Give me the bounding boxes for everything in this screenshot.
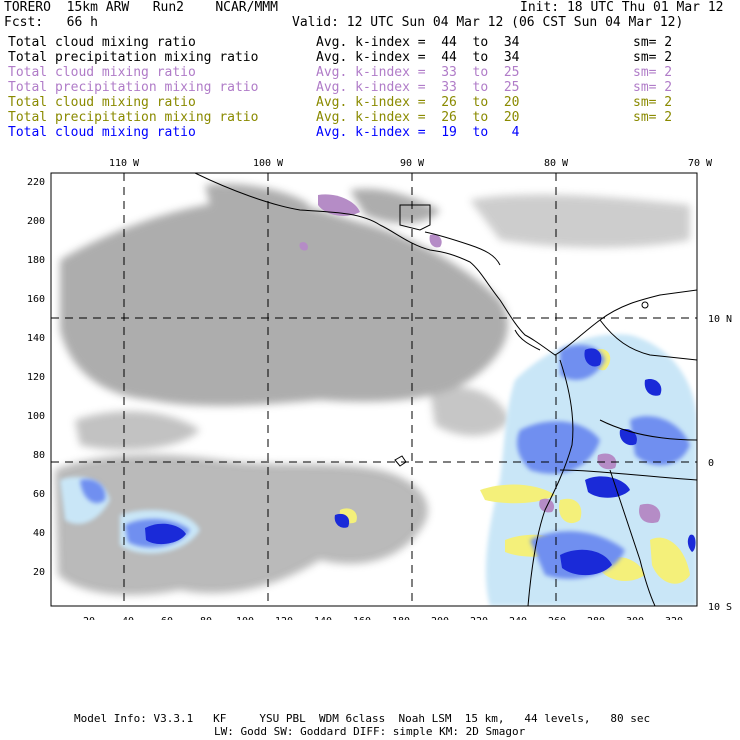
legend-row: Total precipitation mixing ratio Avg. k-… bbox=[8, 50, 672, 65]
y-tick: 180 bbox=[27, 255, 45, 266]
field-name: Total precipitation mixing ratio bbox=[8, 80, 259, 95]
legend-row: Total precipitation mixing ratio Avg. k-… bbox=[8, 80, 672, 95]
forecast-map: 110 W 100 W 90 W 80 W 70 W 10 N 0 10 S 2… bbox=[27, 158, 732, 620]
lat-label: 0 bbox=[708, 458, 714, 469]
plot-frame bbox=[50, 172, 698, 607]
lat-lon-grid bbox=[51, 173, 697, 606]
k-index-range: Avg. k-index = 19 to 4 bbox=[316, 125, 520, 140]
model-info: Model Info: V3.3.1 KF YSU PBL WDM 6class… bbox=[74, 712, 651, 725]
forecast-hour: Fcst: 66 h bbox=[4, 15, 98, 30]
x-tick: 260 bbox=[548, 616, 566, 620]
y-tick: 200 bbox=[27, 216, 45, 227]
smoothing: sm= 2 bbox=[633, 50, 673, 65]
k-index-range: Avg. k-index = 44 to 34 bbox=[316, 35, 520, 50]
k-index-range: Avg. k-index = 26 to 20 bbox=[316, 110, 520, 125]
field-name: Total cloud mixing ratio bbox=[8, 95, 196, 110]
y-axis-ticks: 220 200 180 160 140 120 100 80 60 40 20 bbox=[27, 177, 45, 578]
lat-label: 10 N bbox=[708, 314, 732, 325]
longitude-labels: 110 W 100 W 90 W 80 W 70 W bbox=[109, 158, 713, 169]
smoothing: sm= 2 bbox=[633, 65, 673, 80]
legend-row: Total cloud mixing ratio Avg. k-index = … bbox=[8, 35, 672, 50]
x-tick: 80 bbox=[200, 616, 212, 620]
lon-label: 80 W bbox=[544, 158, 569, 169]
y-tick: 160 bbox=[27, 294, 45, 305]
smoothing: sm= 2 bbox=[633, 110, 673, 125]
k-index-range: Avg. k-index = 33 to 25 bbox=[316, 80, 520, 95]
lon-label: 70 W bbox=[688, 158, 713, 169]
field-name: Total precipitation mixing ratio bbox=[8, 50, 259, 65]
x-tick: 100 bbox=[236, 616, 254, 620]
x-axis-ticks: 20 40 60 80 100 120 140 160 180 200 220 … bbox=[83, 616, 683, 620]
coastline bbox=[194, 173, 697, 606]
smoothing: sm= 2 bbox=[633, 35, 673, 50]
x-tick: 240 bbox=[509, 616, 527, 620]
cloud-mixing-ratio-field bbox=[55, 183, 690, 595]
legend-row: Total cloud mixing ratio Avg. k-index = … bbox=[8, 125, 520, 140]
field-name: Total cloud mixing ratio bbox=[8, 35, 196, 50]
field-name: Total cloud mixing ratio bbox=[8, 65, 196, 80]
y-tick: 140 bbox=[27, 333, 45, 344]
legend-row: Total precipitation mixing ratio Avg. k-… bbox=[8, 110, 672, 125]
x-tick: 40 bbox=[122, 616, 134, 620]
x-tick: 200 bbox=[431, 616, 449, 620]
smoothing: sm= 2 bbox=[633, 80, 673, 95]
y-tick: 80 bbox=[33, 450, 45, 461]
lon-label: 100 W bbox=[253, 158, 284, 169]
lon-label: 90 W bbox=[400, 158, 425, 169]
k-index-range: Avg. k-index = 44 to 34 bbox=[316, 50, 520, 65]
x-tick: 20 bbox=[83, 616, 95, 620]
init-time: Init: 18 UTC Thu 01 Mar 12 bbox=[520, 0, 724, 15]
x-tick: 280 bbox=[587, 616, 605, 620]
x-tick: 140 bbox=[314, 616, 332, 620]
x-tick: 300 bbox=[626, 616, 644, 620]
k-index-range: Avg. k-index = 33 to 25 bbox=[316, 65, 520, 80]
x-tick: 160 bbox=[353, 616, 371, 620]
x-tick: 180 bbox=[392, 616, 410, 620]
valid-time: Valid: 12 UTC Sun 04 Mar 12 (06 CST Sun … bbox=[292, 15, 684, 30]
x-tick: 220 bbox=[470, 616, 488, 620]
model-title: TORERO 15km ARW Run2 NCAR/MMM bbox=[4, 0, 278, 15]
field-name: Total cloud mixing ratio bbox=[8, 125, 196, 140]
smoothing: sm= 2 bbox=[633, 95, 673, 110]
physics-info: LW: Godd SW: Goddard DIFF: simple KM: 2D… bbox=[214, 725, 526, 738]
x-tick: 60 bbox=[161, 616, 173, 620]
field-name: Total precipitation mixing ratio bbox=[8, 110, 259, 125]
legend-row: Total cloud mixing ratio Avg. k-index = … bbox=[8, 95, 672, 110]
latitude-labels: 10 N 0 10 S bbox=[708, 314, 732, 613]
y-tick: 100 bbox=[27, 411, 45, 422]
y-tick: 220 bbox=[27, 177, 45, 188]
y-tick: 60 bbox=[33, 489, 45, 500]
cloud-dark-blue-region bbox=[145, 348, 696, 576]
legend-row: Total cloud mixing ratio Avg. k-index = … bbox=[8, 65, 672, 80]
y-tick: 20 bbox=[33, 567, 45, 578]
cloud-lavender-region bbox=[299, 194, 661, 524]
lat-label: 10 S bbox=[708, 602, 732, 613]
x-tick: 320 bbox=[665, 616, 683, 620]
k-index-range: Avg. k-index = 26 to 20 bbox=[316, 95, 520, 110]
lon-label: 110 W bbox=[109, 158, 140, 169]
y-tick: 120 bbox=[27, 372, 45, 383]
x-tick: 120 bbox=[275, 616, 293, 620]
y-tick: 40 bbox=[33, 528, 45, 539]
